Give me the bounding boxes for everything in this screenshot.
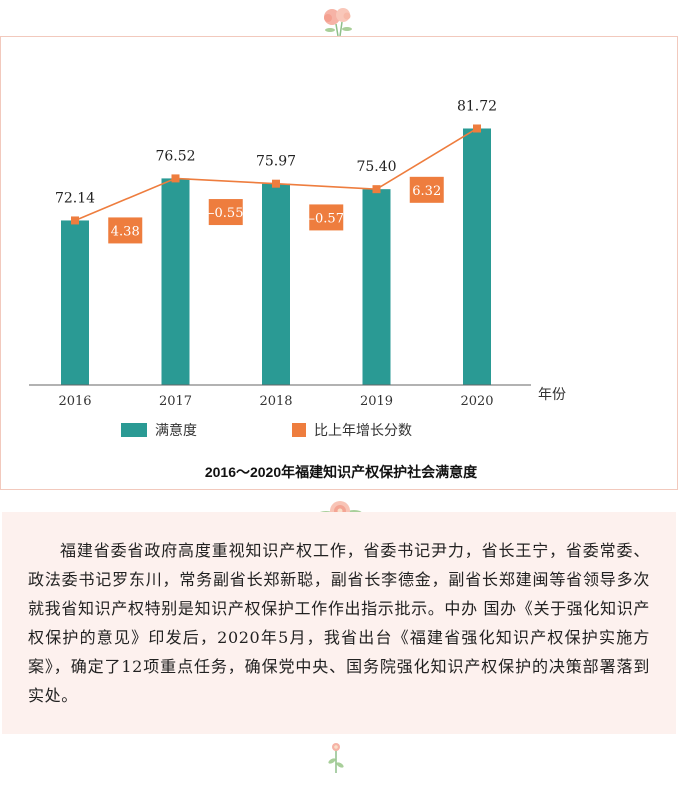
change-label-2018: –0.55 — [208, 206, 243, 221]
change-marker-2017 — [171, 174, 180, 183]
bar-2019 — [362, 189, 391, 385]
bar-2018 — [262, 183, 290, 385]
legend-swatch-bar — [121, 423, 147, 437]
x-tick-label-2017: 2017 — [159, 394, 192, 409]
flower-petals — [324, 8, 351, 25]
body-paragraph: 福建省委省政府高度重视知识产权工作，省委书记尹力，省长王宁，省委常委、政法委书记… — [28, 541, 650, 705]
bar-value-label-2016: 72.14 — [55, 190, 95, 206]
x-tick-label-2020: 2020 — [460, 394, 493, 409]
flower-icon — [324, 8, 352, 37]
legend-label-line: 比上年增长分数 — [314, 423, 412, 439]
change-label-2020: 6.32 — [412, 184, 441, 199]
change-label-2017: 4.38 — [111, 224, 140, 239]
bar-2020 — [463, 128, 491, 385]
bar-value-label-2019: 75.40 — [356, 159, 396, 175]
legend-swatch-line — [292, 423, 306, 437]
x-tick-label-2016: 2016 — [58, 394, 91, 409]
bar-value-label-2020: 81.72 — [457, 98, 497, 114]
change-marker-2018 — [272, 179, 280, 188]
x-axis-label: 年份 — [538, 387, 566, 403]
text-panel: 福建省委省政府高度重视知识产权工作，省委书记尹力，省长王宁，省委常委、政法委书记… — [2, 512, 676, 734]
chart-title: 2016～2020年福建知识产权保护社会满意度 — [205, 464, 478, 480]
change-marker-2019 — [372, 185, 381, 194]
bar-value-label-2018: 75.97 — [256, 154, 296, 170]
change-marker-2020 — [473, 124, 481, 133]
change-label-2019: –0.57 — [309, 211, 344, 226]
x-tick-label-2019: 2019 — [360, 394, 393, 409]
change-box-2017 — [108, 217, 143, 244]
bar-2017 — [161, 178, 190, 385]
flower-sprig-icon — [328, 743, 344, 773]
change-marker-2016 — [71, 216, 79, 225]
chart-panel: 72.14 76.52 75.97 75.40 81.72 4.38 –0.55 –0.57 6… — [0, 36, 678, 490]
satisfaction-chart: 72.14 76.52 75.97 75.40 81.72 4.38 –0.55 –0.57 6… — [29, 98, 566, 480]
bar-value-label-2017: 76.52 — [155, 148, 195, 164]
bar-2016 — [61, 220, 89, 385]
x-tick-label-2018: 2018 — [259, 394, 292, 409]
change-box-2019 — [309, 204, 344, 231]
change-box-2018 — [208, 199, 243, 226]
change-box-2020 — [409, 176, 444, 203]
legend-label-bar: 满意度 — [155, 422, 197, 439]
